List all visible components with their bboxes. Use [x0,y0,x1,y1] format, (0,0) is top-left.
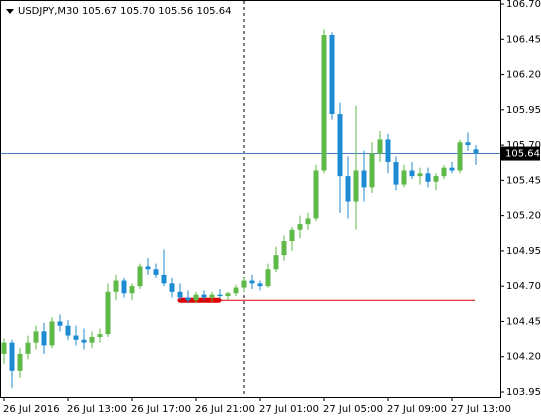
candle-body [361,170,367,188]
candle-body [105,291,111,335]
candle-body [41,331,47,346]
candle-body [193,294,199,301]
candle-body [185,297,191,301]
candle-body [225,293,231,297]
candle-body [249,280,255,284]
x-tick-label: 26 Jul 21:00 [195,404,255,415]
candle-body [433,176,439,182]
x-tick-label: 27 Jul 13:00 [451,404,511,415]
candle-body [33,331,39,343]
candle-body [65,325,71,336]
candle-body [17,353,23,371]
candle-body [169,283,175,292]
candle-body [265,269,271,287]
y-tick-label: 104.95 [506,246,541,257]
candle-body [1,342,7,354]
candle-body [473,149,479,154]
candle-body [201,294,207,298]
candle-body [321,35,327,171]
y-tick-label: 106.70 [506,0,541,10]
candle-body [209,294,215,298]
candle-body [305,218,311,225]
y-tick-label: 103.95 [506,387,541,398]
candle-body [465,142,471,146]
candle-body [97,334,103,337]
y-tick-label: 104.70 [506,281,541,292]
candle-body [345,176,351,202]
x-tick-label: 26 Jul 17:00 [131,404,191,415]
candle-body [49,321,55,346]
candle-body [401,170,407,185]
menu-triangle [6,9,14,14]
candle-body [233,287,239,294]
price-label-box [501,146,540,161]
y-tick-label: 105.45 [506,175,541,186]
candle-body [153,269,159,275]
candle-body [449,167,455,171]
candle-body [57,321,63,326]
candle-body [9,342,15,371]
candle-body [425,173,431,182]
candle-body [313,170,319,219]
candle-body [441,167,447,177]
candle-body [417,173,423,177]
candle-body [81,339,87,343]
candle-body [369,153,375,188]
candle-body [329,35,335,115]
candle-body [129,286,135,294]
x-tick-label: 26 Jul 2016 [3,404,60,415]
candle-body [89,336,95,343]
candle-body [273,255,279,270]
candle-body [25,342,31,354]
y-tick-label: 105.95 [506,105,541,116]
candle-body [121,280,127,294]
candle-body [409,170,415,177]
y-tick-label: 104.45 [506,316,541,327]
candle-body [137,266,143,287]
candle-body [385,139,391,163]
chart-title: USDJPY,M30 105.67 105.70 105.56 105.64 [18,6,231,17]
candle-body [377,139,383,154]
x-tick-label: 27 Jul 05:00 [323,404,383,415]
candle-body [241,280,247,288]
candle-body [257,283,263,287]
y-tick-label: 104.20 [506,352,541,363]
candle-body [177,291,183,298]
candle-body [281,241,287,256]
candle-body [393,162,399,185]
y-tick-label: 106.45 [506,34,541,45]
y-tick-label: 105.20 [506,211,541,222]
candle-body [297,224,303,230]
x-tick-label: 26 Jul 13:00 [67,404,127,415]
candle-body [145,266,151,270]
x-tick-label: 27 Jul 09:00 [387,404,447,415]
candle-body [353,170,359,202]
candle-body [73,335,79,340]
candle-body [337,114,343,177]
y-tick-label: 106.20 [506,70,541,81]
candle-body [217,294,223,297]
candle-body [289,229,295,242]
candle-body [113,280,119,292]
y-tick-label: 105.70 [506,140,541,151]
x-tick-label: 27 Jul 01:00 [259,404,319,415]
candle-body [457,142,463,171]
candle-body [161,274,167,284]
price-label: 105.64 [505,149,540,160]
